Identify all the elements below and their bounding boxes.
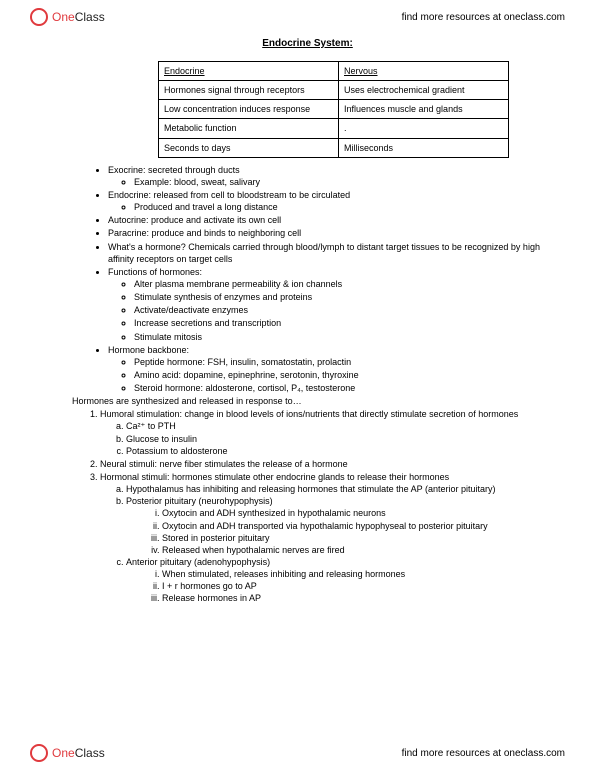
top-list: EndocrineNervousHormones signal through … (60, 61, 555, 158)
table-cell: Endocrine (159, 62, 339, 81)
comparison-table: EndocrineNervousHormones signal through … (158, 61, 509, 158)
table-cell: Milliseconds (339, 138, 509, 157)
list-item: Produced and travel a long distance (134, 201, 555, 213)
list-item: Anterior pituitary (adenohypophysis)When… (126, 556, 555, 605)
list-item: What's a hormone? Chemicals carried thro… (108, 241, 555, 265)
sub-list: Alter plasma membrane permeability & ion… (108, 278, 555, 343)
brand-logo-footer: OneClass (30, 744, 105, 762)
list-item: Release hormones in AP (162, 592, 555, 604)
table-cell: Nervous (339, 62, 509, 81)
list-item: Potassium to aldosterone (126, 445, 555, 457)
list-item: Neural stimuli: nerve fiber stimulates t… (100, 458, 555, 470)
table-cell: Seconds to days (159, 138, 339, 157)
table-cell: Low concentration induces response (159, 100, 339, 119)
table-row: Low concentration induces responseInflue… (159, 100, 509, 119)
list-item: Stimulate mitosis (134, 331, 555, 343)
brand-class: Class (75, 10, 105, 24)
logo-circle-icon (30, 744, 48, 762)
brand-text: OneClass (52, 10, 105, 24)
list-item: Oxytocin and ADH synthesized in hypothal… (162, 507, 555, 519)
brand-class: Class (75, 746, 105, 760)
list-item: Posterior pituitary (neurohypophysis)Oxy… (126, 495, 555, 556)
brand-logo: OneClass (30, 8, 105, 26)
list-item: When stimulated, releases inhibiting and… (162, 568, 555, 580)
roman-list: Oxytocin and ADH synthesized in hypothal… (126, 507, 555, 556)
list-item: Peptide hormone: FSH, insulin, somatosta… (134, 356, 555, 368)
page-footer: OneClass find more resources at oneclass… (0, 736, 595, 770)
table-row: Seconds to daysMilliseconds (159, 138, 509, 157)
list-item: Released when hypothalamic nerves are fi… (162, 544, 555, 556)
list-item: Endocrine: released from cell to bloodst… (108, 189, 555, 213)
numbered-list: Humoral stimulation: change in blood lev… (60, 408, 555, 604)
list-item: Increase secretions and transcription (134, 317, 555, 329)
list-item: Amino acid: dopamine, epinephrine, serot… (134, 369, 555, 381)
list-item: Hormonal stimuli: hormones stimulate oth… (100, 471, 555, 605)
footer-link[interactable]: find more resources at oneclass.com (402, 748, 565, 759)
brand-one: One (52, 746, 75, 760)
sub-list: Example: blood, sweat, salivary (108, 176, 555, 188)
list-item: Ca²⁺ to PTH (126, 420, 555, 432)
list-item: Oxytocin and ADH transported via hypotha… (162, 520, 555, 532)
brand-one: One (52, 10, 75, 24)
bullet-list: Exocrine: secreted through ductsExample:… (60, 164, 555, 395)
list-item: Functions of hormones:Alter plasma membr… (108, 266, 555, 343)
alpha-list: Hypothalamus has inhibiting and releasin… (100, 483, 555, 604)
page-header: OneClass find more resources at oneclass… (0, 0, 595, 34)
page-title: Endocrine System: (60, 38, 555, 49)
table-cell: Influences muscle and glands (339, 100, 509, 119)
list-item: Autocrine: produce and activate its own … (108, 214, 555, 226)
table-row: Metabolic function. (159, 119, 509, 138)
list-item: Hypothalamus has inhibiting and releasin… (126, 483, 555, 495)
table-row: Hormones signal through receptorsUses el… (159, 81, 509, 100)
list-item: Stimulate synthesis of enzymes and prote… (134, 291, 555, 303)
table-cell: Metabolic function (159, 119, 339, 138)
table-cell: Hormones signal through receptors (159, 81, 339, 100)
list-item: Glucose to insulin (126, 433, 555, 445)
brand-text-footer: OneClass (52, 746, 105, 760)
list-item: Hormone backbone:Peptide hormone: FSH, i… (108, 344, 555, 395)
list-item: Alter plasma membrane permeability & ion… (134, 278, 555, 290)
list-item: Stored in posterior pituitary (162, 532, 555, 544)
header-link[interactable]: find more resources at oneclass.com (402, 12, 565, 23)
list-item: Humoral stimulation: change in blood lev… (100, 408, 555, 457)
list-item: Steroid hormone: aldosterone, cortisol, … (134, 382, 555, 394)
list-item: Exocrine: secreted through ductsExample:… (108, 164, 555, 188)
list-item: Paracrine: produce and binds to neighbor… (108, 227, 555, 239)
section-lead: Hormones are synthesized and released in… (72, 396, 555, 406)
table-row: EndocrineNervous (159, 62, 509, 81)
table-cell: . (339, 119, 509, 138)
alpha-list: Ca²⁺ to PTHGlucose to insulinPotassium t… (100, 420, 555, 456)
sub-list: Peptide hormone: FSH, insulin, somatosta… (108, 356, 555, 394)
document-body: Endocrine System: EndocrineNervousHormon… (60, 38, 555, 605)
list-item: I + r hormones go to AP (162, 580, 555, 592)
list-item: Example: blood, sweat, salivary (134, 176, 555, 188)
table-list-item: EndocrineNervousHormones signal through … (108, 61, 555, 158)
sub-list: Produced and travel a long distance (108, 201, 555, 213)
table-cell: Uses electrochemical gradient (339, 81, 509, 100)
list-item: Activate/deactivate enzymes (134, 304, 555, 316)
logo-circle-icon (30, 8, 48, 26)
roman-list: When stimulated, releases inhibiting and… (126, 568, 555, 604)
